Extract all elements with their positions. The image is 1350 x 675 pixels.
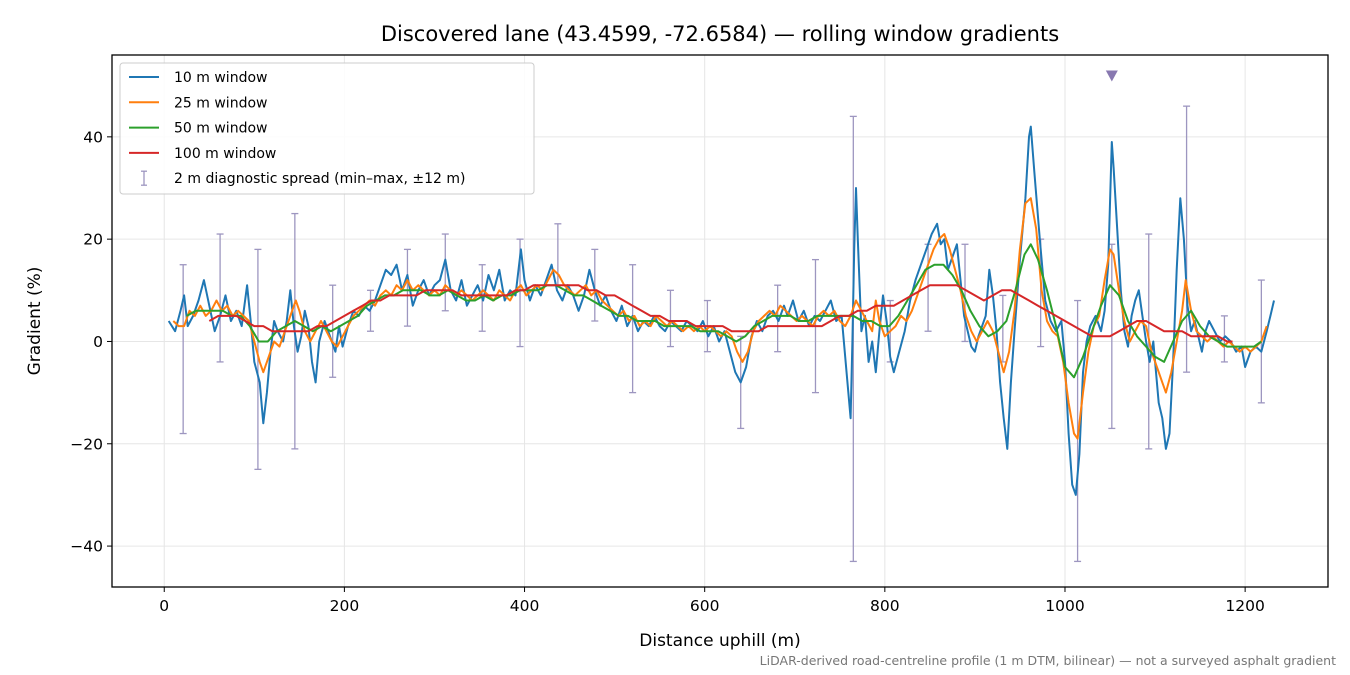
plot-frame bbox=[111, 54, 1329, 588]
series-line-3 bbox=[186, 243, 1262, 379]
peak-marker bbox=[1105, 70, 1118, 82]
y-tick-label: 40 bbox=[83, 128, 103, 146]
error-bar bbox=[403, 248, 411, 327]
legend-label: 100 m window bbox=[174, 146, 276, 162]
legend-label: 10 m window bbox=[174, 70, 267, 86]
legend: 10 m window 25 m window 50 m window 100 m w… bbox=[119, 62, 535, 195]
y-axis-ticks: −40 −20 0 20 40 bbox=[70, 128, 112, 556]
x-tick-label: 400 bbox=[510, 597, 540, 615]
legend-box bbox=[119, 62, 535, 195]
y-tick-label: 20 bbox=[83, 231, 103, 249]
error-bar bbox=[179, 264, 187, 435]
error-bar bbox=[441, 233, 449, 312]
series-lines bbox=[167, 125, 1275, 496]
footnote: LiDAR-derived road-centreline profile (1… bbox=[760, 653, 1336, 668]
error-bar bbox=[666, 289, 674, 348]
x-axis-ticks: 0 200 400 600 800 1000 1200 bbox=[159, 587, 1265, 615]
series-line-4 bbox=[208, 284, 1233, 343]
x-tick-label: 800 bbox=[870, 597, 900, 615]
x-tick-label: 0 bbox=[159, 597, 169, 615]
error-bar bbox=[961, 243, 969, 343]
error-bar bbox=[1183, 105, 1191, 373]
x-tick-label: 1000 bbox=[1045, 597, 1084, 615]
error-bar bbox=[254, 248, 262, 470]
error-bar bbox=[591, 248, 599, 322]
x-axis-label: Distance uphill (m) bbox=[639, 631, 800, 651]
x-tick-label: 200 bbox=[330, 597, 360, 615]
x-tick-label: 600 bbox=[690, 597, 720, 615]
legend-label: 25 m window bbox=[174, 95, 267, 111]
legend-label: 50 m window bbox=[174, 121, 267, 137]
y-tick-label: 0 bbox=[93, 333, 103, 351]
chart-title: Discovered lane (43.4599, -72.6584) — ro… bbox=[381, 22, 1059, 46]
legend-label: 2 m diagnostic spread (min–max, ±12 m) bbox=[174, 171, 465, 187]
error-bar bbox=[216, 233, 224, 363]
x-tick-label: 1200 bbox=[1225, 597, 1264, 615]
y-axis-label: Gradient (%) bbox=[25, 267, 45, 376]
triangle-marker bbox=[1105, 70, 1118, 82]
error-bar bbox=[629, 264, 637, 394]
y-tick-label: −20 bbox=[70, 435, 103, 453]
y-tick-label: −40 bbox=[70, 538, 103, 556]
